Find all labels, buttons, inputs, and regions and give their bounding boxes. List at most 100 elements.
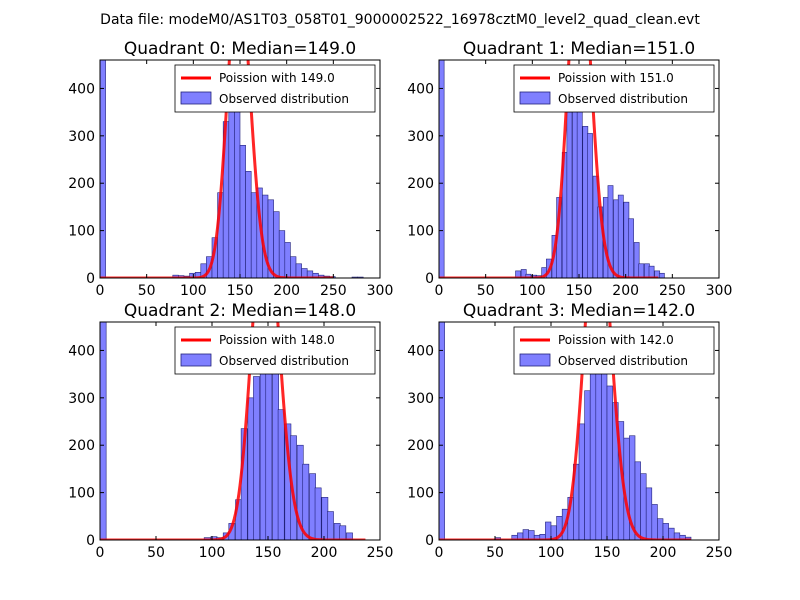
histogram-bar <box>100 322 107 540</box>
histogram-bar <box>314 487 322 540</box>
histogram-bar <box>566 111 573 278</box>
x-tick-label: 50 <box>147 545 165 561</box>
histogram-bar <box>578 423 585 540</box>
histogram-bar <box>321 497 329 540</box>
y-tick-label: 200 <box>68 438 95 454</box>
histogram-bar <box>250 192 258 278</box>
figure-suptitle: Data file: modeM0/AS1T03_058T01_90000025… <box>100 12 700 28</box>
histogram-bar <box>601 359 608 540</box>
x-tick-label: 50 <box>477 283 495 299</box>
histogram-bar <box>633 242 640 278</box>
histogram-bar <box>309 473 316 540</box>
legend: Poission with 149.0 Observed distribution <box>174 64 376 113</box>
x-tick-label: 150 <box>227 283 254 299</box>
legend-label-poisson: Poission with 142.0 <box>558 333 674 347</box>
histogram-bar <box>584 390 591 540</box>
histogram-bar <box>617 194 624 278</box>
histogram-bar <box>272 352 279 540</box>
histogram-bar <box>606 385 613 540</box>
histogram-bar <box>545 521 552 540</box>
histogram-bar <box>613 199 619 278</box>
histogram-bar <box>259 352 267 540</box>
x-tick-label: 150 <box>594 545 621 561</box>
histogram-bar <box>582 126 589 278</box>
y-tick-label: 300 <box>68 129 95 145</box>
histogram-bar <box>295 263 302 278</box>
histogram-bar <box>253 376 260 540</box>
histogram-bar <box>520 269 527 278</box>
y-tick-label: 200 <box>68 176 95 192</box>
y-tick-label: 400 <box>68 81 95 97</box>
x-tick-label: 50 <box>138 283 156 299</box>
x-tick-label: 100 <box>180 283 207 299</box>
poisson-curve <box>439 60 659 278</box>
legend: Poission with 142.0 Observed distribution <box>513 326 715 375</box>
histogram-bar <box>657 518 664 540</box>
histogram-bar <box>439 60 445 278</box>
histogram-bar <box>273 211 280 278</box>
histogram-bar <box>277 409 285 540</box>
legend-bar-swatch <box>180 91 212 105</box>
x-tick-label: 200 <box>311 545 338 561</box>
histogram-bar <box>644 263 650 278</box>
histogram-bar <box>239 145 246 278</box>
x-tick-label: 250 <box>320 283 347 299</box>
histogram-bar <box>623 201 630 278</box>
legend-label-observed: Observed distribution <box>558 354 688 368</box>
histogram-bar <box>572 97 578 278</box>
subplot-title: Quadrant 3: Median=142.0 <box>463 301 695 321</box>
legend: Poission with 148.0 Observed distribution <box>174 326 376 375</box>
histogram-bar <box>327 511 334 540</box>
histogram-bar <box>290 256 297 278</box>
x-tick-label: 200 <box>650 545 677 561</box>
x-tick-label: 100 <box>538 545 565 561</box>
y-tick-label: 400 <box>68 343 95 359</box>
y-tick-label: 0 <box>425 533 434 549</box>
histogram-bar <box>648 265 655 278</box>
legend-label-poisson: Poission with 148.0 <box>219 333 335 347</box>
y-tick-label: 100 <box>407 486 434 502</box>
legend-label-observed: Observed distribution <box>219 354 349 368</box>
legend-bar-swatch <box>180 353 212 367</box>
histogram-bar <box>302 463 310 540</box>
subplot-title: Quadrant 1: Median=151.0 <box>463 39 695 59</box>
plot-area <box>100 60 364 278</box>
histogram-bar <box>278 230 286 278</box>
x-tick-label: 150 <box>255 545 282 561</box>
legend-bar-swatch <box>519 91 551 105</box>
x-tick-label: 100 <box>519 283 546 299</box>
axes-frame <box>438 321 720 541</box>
x-tick-label: 300 <box>706 283 733 299</box>
subplot-q1: Quadrant 1: Median=151.0 0 50 100 150 200 250 3… <box>407 39 733 299</box>
y-tick-label: 100 <box>68 486 95 502</box>
histogram-bar <box>662 523 669 540</box>
histogram-bar <box>439 322 445 540</box>
x-tick-label: 0 <box>96 545 105 561</box>
subplot-q3: Quadrant 3: Median=142.0 0 50 100 150 200 250 0… <box>407 301 733 561</box>
x-tick-label: 250 <box>706 545 733 561</box>
histogram-bar <box>640 473 647 540</box>
histogram-bar <box>284 242 291 278</box>
legend-label-observed: Observed distribution <box>219 92 349 106</box>
subplot-q0: Quadrant 0: Median=149.0 0 50 100 150 200 250 3… <box>68 39 394 299</box>
subplot-q2: Quadrant 2: Median=148.0 0 50 100 150 200 250 0… <box>68 301 393 561</box>
y-tick-label: 100 <box>407 224 434 240</box>
y-tick-label: 400 <box>407 343 434 359</box>
x-tick-label: 300 <box>367 283 394 299</box>
histogram-bar <box>228 97 235 278</box>
y-tick-label: 100 <box>68 224 95 240</box>
x-tick-label: 200 <box>612 283 639 299</box>
y-tick-label: 0 <box>86 533 95 549</box>
y-tick-label: 300 <box>407 129 434 145</box>
x-tick-label: 0 <box>96 283 105 299</box>
histogram-bar <box>595 345 602 540</box>
histogram-bar <box>638 263 645 278</box>
histogram-bar <box>587 133 593 278</box>
x-tick-label: 100 <box>199 545 226 561</box>
axes-frame <box>99 321 381 541</box>
subplot-title: Quadrant 2: Median=148.0 <box>124 301 356 321</box>
y-tick-label: 400 <box>407 81 434 97</box>
y-tick-label: 0 <box>425 271 434 287</box>
legend-bar-swatch <box>519 353 551 367</box>
